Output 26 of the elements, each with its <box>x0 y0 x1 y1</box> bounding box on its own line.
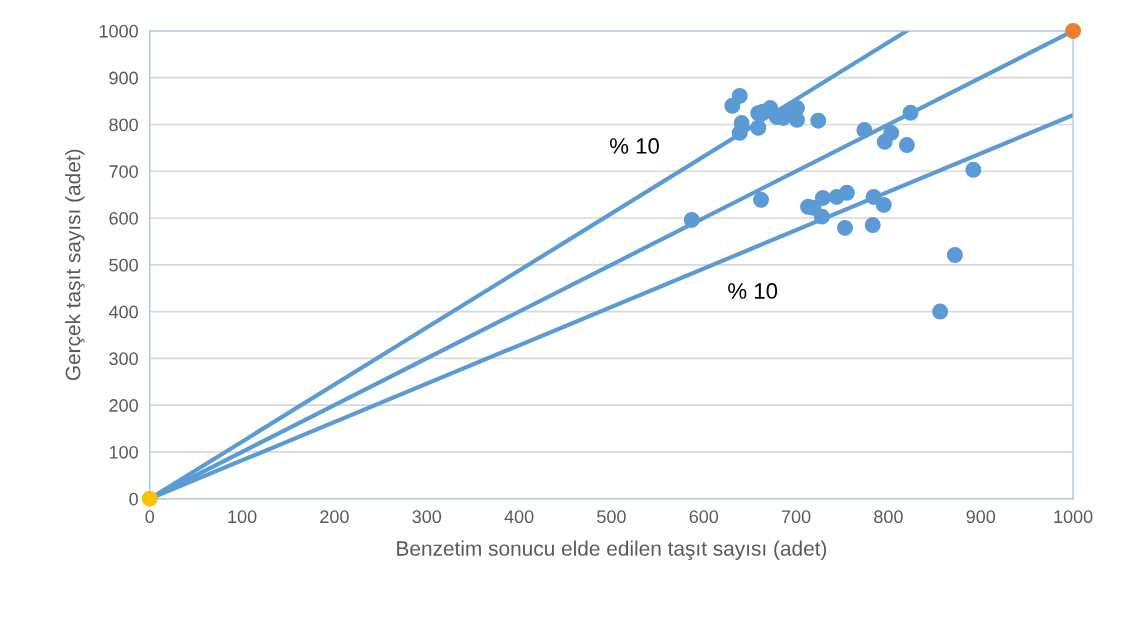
y-tick-label: 900 <box>109 71 138 85</box>
y-tick-label: 1000 <box>99 24 138 38</box>
x-tick-label: 500 <box>597 510 626 524</box>
x-tick-label: 400 <box>504 510 534 524</box>
x-tick-label: 200 <box>320 510 349 524</box>
x-tick-label: 800 <box>874 510 903 524</box>
y-tick-label: 500 <box>109 258 138 272</box>
x-tick-label: 900 <box>966 510 996 524</box>
x-tick-label: 600 <box>689 510 719 524</box>
x-tick-label: 300 <box>412 510 442 524</box>
x-axis-title: Benzetim sonucu elde edilen taşıt sayısı (adet) <box>397 540 827 561</box>
y-axis-title: Gerçek taşıt sayısı (adet) <box>65 149 85 381</box>
y-tick-label: 600 <box>109 211 138 225</box>
x-tick-label: 1000 <box>1054 510 1093 524</box>
annotation: % 10 <box>728 283 778 299</box>
y-tick-label: 200 <box>109 399 138 412</box>
y-tick-label: 100 <box>109 445 138 459</box>
y-tick-label: 800 <box>109 118 138 132</box>
x-tick-label: 0 <box>145 510 155 524</box>
y-tick-label: 0 <box>129 492 138 506</box>
x-tick-label: 700 <box>781 510 811 524</box>
annotation: % 10 <box>609 138 659 154</box>
y-tick-label: 700 <box>109 165 138 178</box>
y-tick-label: 300 <box>109 352 138 366</box>
x-tick-label: 100 <box>228 510 257 524</box>
y-tick-label: 400 <box>108 305 138 319</box>
